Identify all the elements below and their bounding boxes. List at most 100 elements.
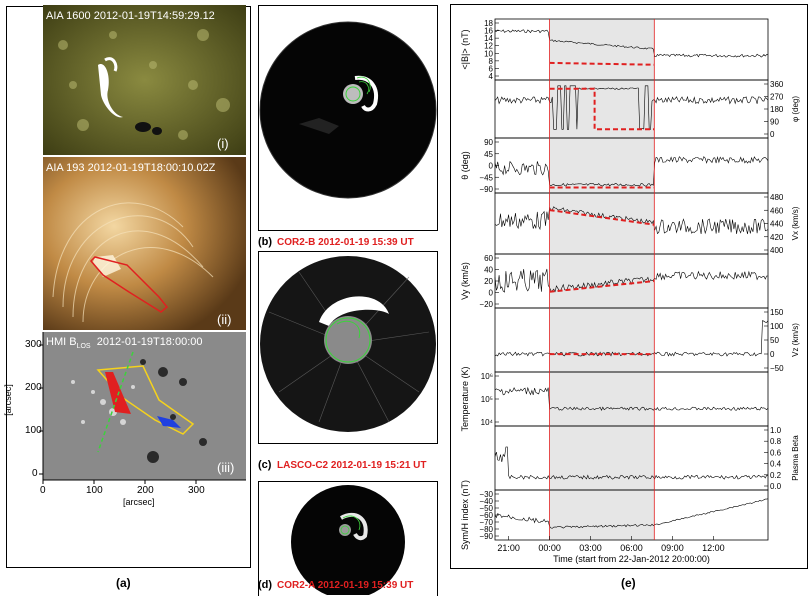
x-tick-label: 00:00 xyxy=(538,543,561,553)
left-axis-label: <|B|> (nT) xyxy=(460,29,470,69)
left-tick-label: −30 xyxy=(479,490,493,499)
hmi-ytick-100: 100 xyxy=(25,425,42,436)
x-tick-label: 21:00 xyxy=(497,543,520,553)
right-tick-label: 180 xyxy=(770,105,784,114)
panel-e-frame xyxy=(450,4,808,569)
aia-1600-roman: (i) xyxy=(217,136,229,151)
mc-shaded-interval xyxy=(549,19,655,540)
x-tick-label: 09:00 xyxy=(661,543,684,553)
left-tick-label: −45 xyxy=(479,173,493,182)
hmi-xlabel: [arcsec] xyxy=(123,497,155,507)
hmi-xtick-300: 300 xyxy=(188,485,205,496)
right-tick-label: 480 xyxy=(770,193,784,202)
left-tick-label: 8 xyxy=(489,57,494,66)
right-tick-label: −50 xyxy=(770,364,784,373)
right-axis-label: Vx (km/s) xyxy=(791,206,800,240)
right-tick-label: 1.0 xyxy=(770,426,782,435)
right-axis-label: Plasma Beta xyxy=(791,435,800,481)
right-axis-label: Vz (km/s) xyxy=(791,323,800,357)
x-tick-label: 12:00 xyxy=(702,543,725,553)
cor2b-image xyxy=(259,21,437,199)
hmi-title-time: 2012-01-19T18:00:00 xyxy=(96,336,203,348)
right-tick-label: 50 xyxy=(770,336,779,345)
right-tick-label: 0.0 xyxy=(770,482,782,491)
left-tick-label: 10 xyxy=(484,49,493,58)
cor2a-image xyxy=(291,485,405,595)
aia-193-image xyxy=(43,157,246,330)
hmi-ylabel: [arcsec] xyxy=(2,384,13,416)
right-axis-label: φ (deg) xyxy=(791,96,800,122)
left-tick-label: 16 xyxy=(484,27,493,36)
left-tick-label: 40 xyxy=(484,266,493,275)
aia-1600-title: AIA 1600 2012-01-19T14:59:29.12 xyxy=(46,10,215,22)
data-line xyxy=(494,85,769,130)
left-tick-label: 10⁶ xyxy=(481,372,493,381)
right-tick-label: 420 xyxy=(770,233,784,242)
hmi-ytick-0: 0 xyxy=(32,468,38,479)
left-tick-label: −90 xyxy=(479,532,493,541)
aia-193-title: AIA 193 2012-01-19T18:00:10.02Z xyxy=(46,162,216,174)
right-tick-label: 0 xyxy=(770,130,775,139)
cor2b-frame xyxy=(258,5,438,231)
cor2b-letter: (b) xyxy=(258,236,273,248)
left-tick-label: 14 xyxy=(484,34,493,43)
hmi-axes xyxy=(39,332,246,484)
left-tick-label: −90 xyxy=(479,185,493,194)
data-line xyxy=(494,156,769,187)
lasco-c2-image xyxy=(260,256,436,432)
hmi-title-prefix: HMI B xyxy=(46,336,77,348)
left-tick-label: 6 xyxy=(489,64,494,73)
cor2a-frame xyxy=(258,481,438,596)
hmi-xtick-100: 100 xyxy=(86,485,103,496)
aia-1600-image xyxy=(43,5,246,155)
panel-a-label: (a) xyxy=(116,576,131,590)
right-tick-label: 400 xyxy=(770,246,784,255)
cor2b-caption: COR2-B 2012-01-19 15:39 UT xyxy=(277,237,414,248)
data-line xyxy=(494,446,769,480)
left-tick-label: 10⁵ xyxy=(481,395,493,404)
hmi-xtick-200: 200 xyxy=(137,485,154,496)
fit-line xyxy=(549,209,655,226)
right-tick-label: 0.2 xyxy=(770,471,782,480)
data-line xyxy=(494,498,769,529)
right-tick-label: 0.6 xyxy=(770,448,782,457)
hmi-magnetogram-image xyxy=(43,332,246,480)
lasco-c2-frame xyxy=(258,251,438,444)
left-axis-label: Sym/H index (nT) xyxy=(460,480,470,550)
left-tick-label: 4 xyxy=(489,72,494,81)
left-tick-label: 10⁴ xyxy=(481,418,494,427)
right-tick-label: 150 xyxy=(770,308,784,317)
hmi-title: HMI BLOS 2012-01-19T18:00:00 xyxy=(46,336,203,350)
fit-line xyxy=(549,280,655,293)
hmi-title-sub: LOS xyxy=(76,343,91,351)
aia-193-roman: (ii) xyxy=(217,312,232,327)
left-tick-label: −60 xyxy=(479,511,493,520)
left-tick-label: −50 xyxy=(479,504,493,513)
left-tick-label: 12 xyxy=(484,42,493,51)
left-tick-label: 0 xyxy=(489,162,494,171)
left-tick-label: −70 xyxy=(479,518,493,527)
x-axis-title: Time (start from 22-Jan-2012 20:00:00) xyxy=(553,554,710,564)
right-tick-label: 270 xyxy=(770,93,784,102)
left-axis-label: θ (deg) xyxy=(460,151,470,180)
fit-line xyxy=(549,87,655,131)
x-tick-label: 03:00 xyxy=(579,543,602,553)
left-tick-label: 45 xyxy=(484,150,493,159)
data-line xyxy=(494,386,769,412)
lasco-c2-caption: LASCO-C2 2012-01-19 15:21 UT xyxy=(277,460,427,471)
right-tick-label: 100 xyxy=(770,322,784,331)
right-tick-label: 90 xyxy=(770,118,779,127)
left-tick-label: −80 xyxy=(479,525,493,534)
left-tick-label: 0 xyxy=(489,289,494,298)
hmi-ytick-200: 200 xyxy=(25,382,42,393)
hmi-xtick-0: 0 xyxy=(40,485,46,496)
lasco-c2-letter: (c) xyxy=(258,459,272,471)
right-tick-label: 460 xyxy=(770,206,784,215)
left-tick-label: 60 xyxy=(484,254,493,263)
left-tick-label: 90 xyxy=(484,138,493,147)
right-tick-label: 360 xyxy=(770,80,784,89)
x-tick-label: 06:00 xyxy=(620,543,643,553)
hmi-roman: (iii) xyxy=(217,460,235,475)
left-tick-label: −40 xyxy=(479,497,493,506)
